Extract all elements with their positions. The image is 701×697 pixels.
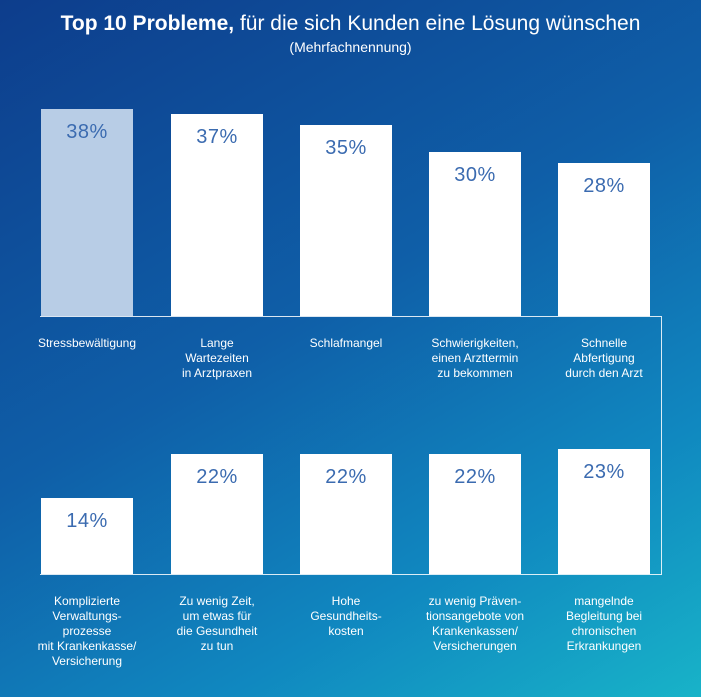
bar-r1-3: 35% bbox=[300, 125, 392, 316]
chart-subtitle: (Mehrfachnennung) bbox=[289, 39, 412, 55]
bar-value-label: 28% bbox=[583, 175, 625, 197]
bar-value-label: 30% bbox=[454, 164, 496, 186]
bar-r2-2: 22% bbox=[171, 454, 263, 574]
bar-value-label: 35% bbox=[325, 137, 367, 159]
category-label: Hohe Gesundheits- kosten bbox=[310, 594, 382, 638]
category-label: Komplizierte Verwaltungs- prozesse mit K… bbox=[37, 594, 137, 668]
bar-r1-2: 37% bbox=[171, 114, 263, 316]
category-label: Schlafmangel bbox=[309, 336, 383, 350]
bar-value-label: 38% bbox=[66, 121, 108, 143]
bar-r2-1: 14% bbox=[41, 498, 133, 574]
chart-title-rest: für die sich Kunden eine Lösung wünschen bbox=[234, 12, 641, 35]
bar-value-label: 22% bbox=[454, 466, 496, 488]
bar-r1-4: 30% bbox=[429, 152, 521, 316]
bar-r2-5: 23% bbox=[558, 449, 650, 574]
bar-value-label: 37% bbox=[196, 126, 238, 148]
bar-value-label: 14% bbox=[66, 510, 108, 532]
category-label: Stressbewältigung bbox=[37, 336, 137, 350]
bar-r1-5: 28% bbox=[558, 163, 650, 316]
chart-title-bold: Top 10 Probleme, bbox=[60, 12, 235, 35]
category-label: Schwierigkeiten, einen Arzttermin zu bek… bbox=[431, 336, 519, 380]
bar-value-label: 22% bbox=[196, 466, 238, 488]
category-label: mangelnde Begleitung bei chronischen Erk… bbox=[565, 594, 643, 653]
category-label: Zu wenig Zeit, um etwas für die Gesundhe… bbox=[176, 594, 258, 653]
category-label: zu wenig Präven- tionsangebote von Krank… bbox=[425, 594, 525, 653]
bar-value-label: 23% bbox=[583, 461, 625, 483]
bar-r2-4: 22% bbox=[429, 454, 521, 574]
bar-r2-3: 22% bbox=[300, 454, 392, 574]
category-label: Lange Wartezeiten in Arztpraxen bbox=[181, 336, 253, 380]
bar-r1-1: 38% bbox=[41, 109, 133, 316]
category-label: Schnelle Abfertigung durch den Arzt bbox=[565, 336, 643, 380]
bar-value-label: 22% bbox=[325, 466, 367, 488]
chart-title: Top 10 Probleme, für die sich Kunden ein… bbox=[0, 10, 701, 38]
